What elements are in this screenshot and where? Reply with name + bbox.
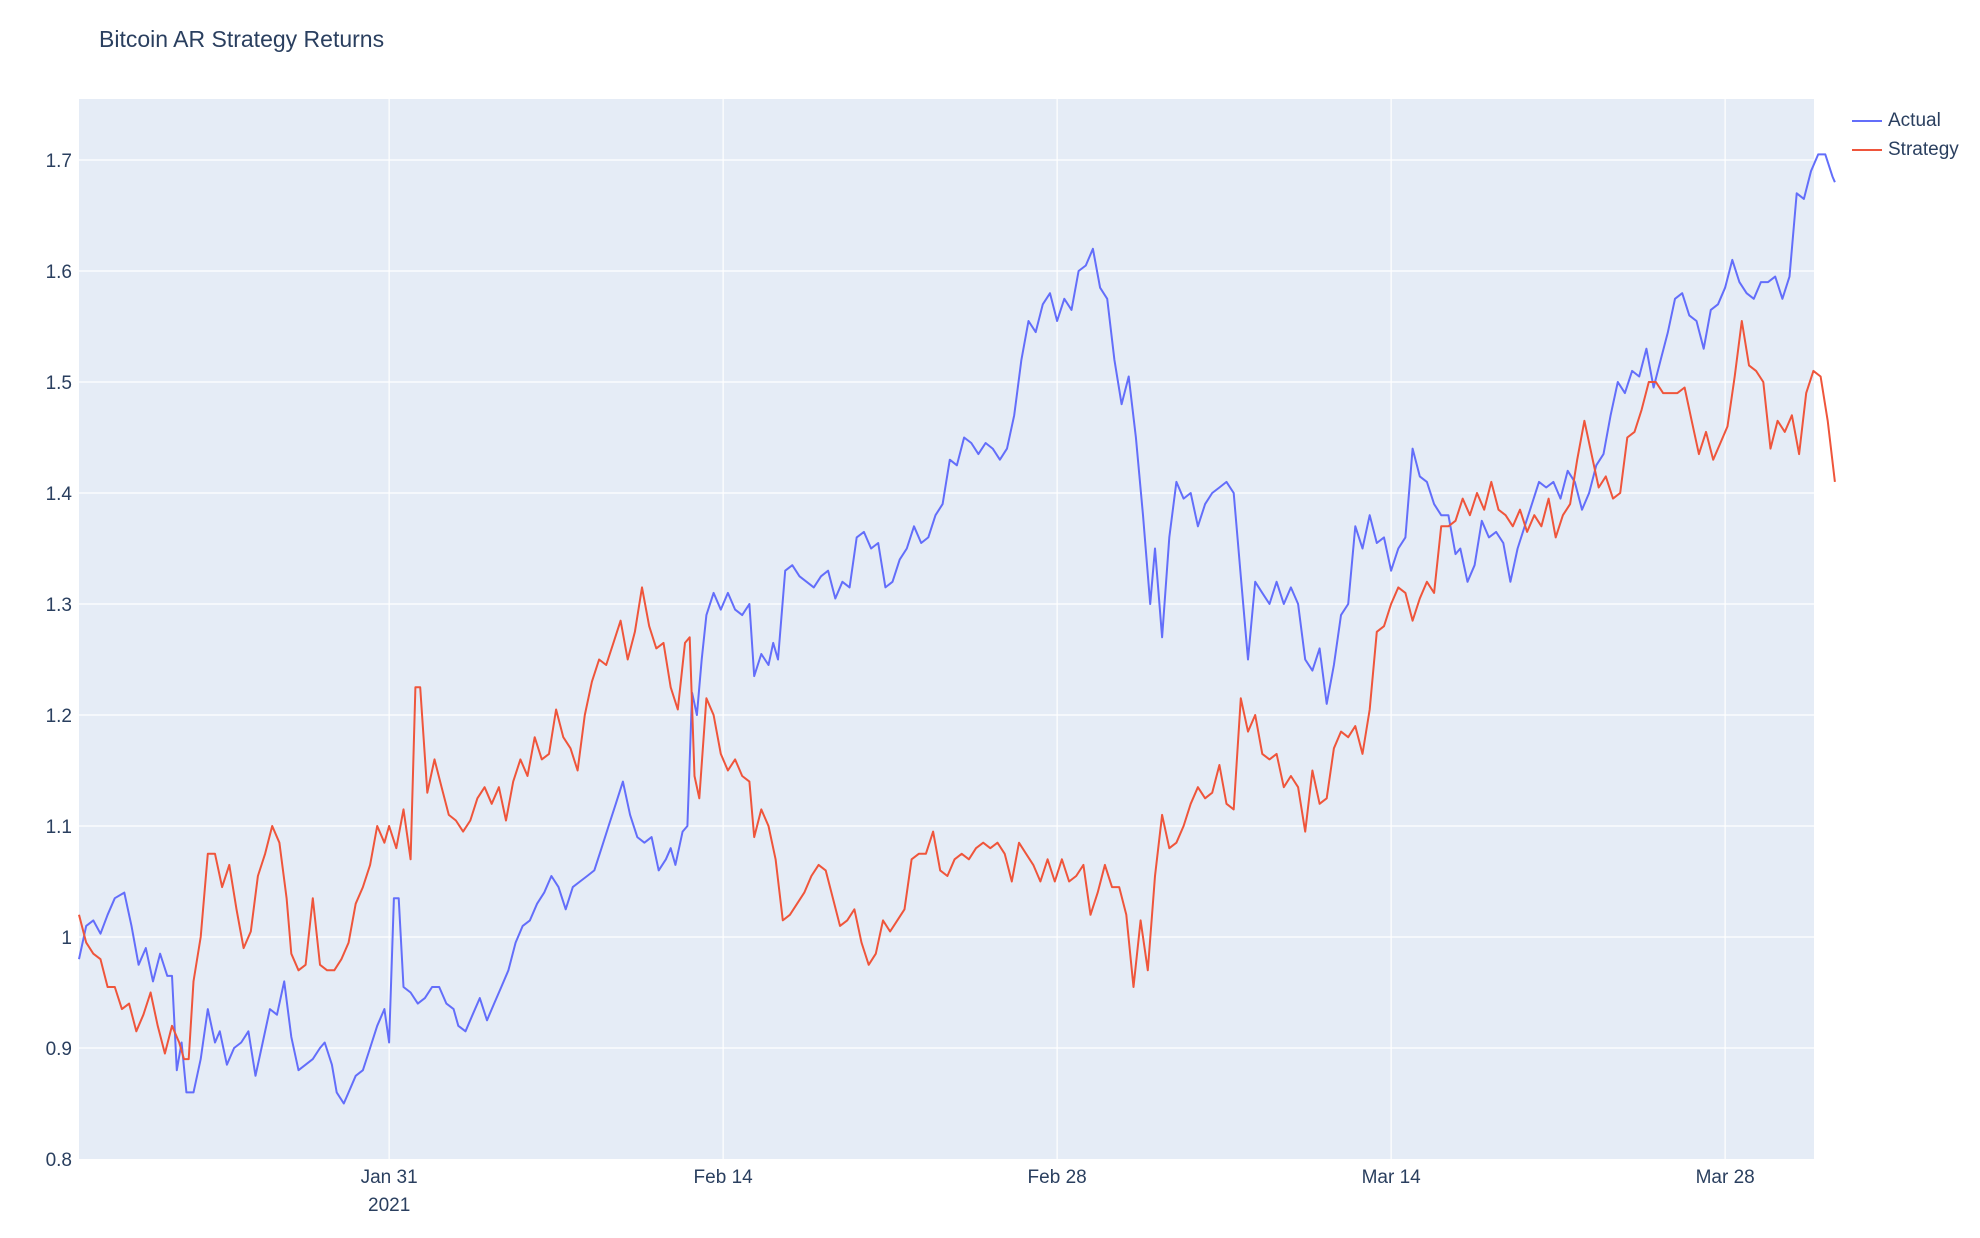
y-axis: 0.8 0.9 1 1.1 1.2 1.3 1.4 1.5 1.6 1.7 — [46, 151, 73, 1171]
y-tick-label: 1.2 — [46, 706, 72, 727]
y-tick-label: 1.1 — [46, 817, 72, 838]
series-line-strategy[interactable] — [78, 320, 1836, 1061]
y-tick-label: 0.8 — [46, 1150, 72, 1171]
x-tick-label: Jan 31 — [361, 1167, 418, 1188]
x-tick-label: Feb 28 — [1028, 1167, 1087, 1188]
legend-item-strategy[interactable]: Strategy — [1852, 135, 1959, 164]
strategy-line-swatch-icon — [1852, 148, 1882, 151]
y-tick-label: 1.3 — [46, 595, 72, 616]
gridlines — [79, 99, 1814, 1159]
series-lines — [78, 153, 1836, 1105]
x-tick-label: Feb 14 — [694, 1167, 754, 1188]
legend-label: Actual — [1888, 109, 1941, 131]
y-tick-label: 1 — [61, 928, 72, 949]
x-tick-year-label: 2021 — [368, 1195, 410, 1216]
y-tick-label: 1.4 — [46, 484, 73, 505]
y-tick-label: 1.7 — [46, 151, 72, 172]
legend-item-actual[interactable]: Actual — [1852, 106, 1959, 135]
x-axis: Jan 31 2021 Feb 14 Feb 28 Mar 14 Mar 28 — [361, 1167, 1755, 1216]
x-tick-label: Mar 14 — [1362, 1167, 1422, 1188]
x-tick-label: Mar 28 — [1696, 1167, 1755, 1188]
chart-title: Bitcoin AR Strategy Returns — [99, 26, 385, 52]
y-tick-label: 1.5 — [46, 373, 72, 394]
plot-background[interactable] — [79, 99, 1814, 1159]
series-line-actual[interactable] — [78, 153, 1836, 1105]
legend-label: Strategy — [1888, 138, 1959, 160]
legend: Actual Strategy — [1852, 106, 1959, 164]
actual-line-swatch-icon — [1852, 119, 1882, 122]
y-tick-label: 0.9 — [46, 1039, 72, 1060]
y-tick-label: 1.6 — [46, 262, 72, 283]
